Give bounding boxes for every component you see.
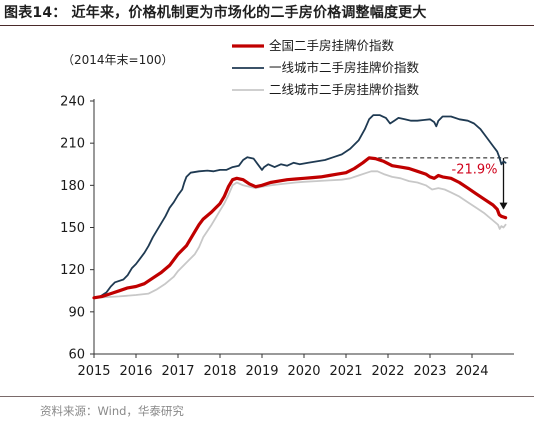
series-line-1: [93, 114, 507, 299]
legend-label-2: 二线城市二手房挂牌价指数: [269, 82, 420, 97]
unit-note: （2014年末=100）: [62, 53, 174, 67]
source-note: 资料来源：Wind，华泰研究: [40, 404, 184, 418]
figure-title: 图表14： 近年来，价格机制更为市场化的二手房价格调整幅度更大: [4, 5, 427, 21]
y-tick-label: 240: [60, 95, 85, 110]
x-tick-label: 2019: [245, 364, 278, 379]
footer-divider: [0, 396, 534, 397]
axes: 60 90 120 150 180 210 240 2015 2016 2017 2018 2019 2…: [60, 95, 514, 379]
line-chart: 60 90 120 150 180 210 240 2015 2016 2017 2018 2019 2…: [60, 38, 514, 379]
title-divider: [0, 25, 534, 26]
y-tick-label: 90: [68, 305, 85, 320]
x-tick-label: 2022: [371, 364, 404, 379]
x-tick-label: 2018: [203, 364, 236, 379]
series-lines: [92, 114, 508, 300]
drop-arrowhead: [499, 202, 508, 210]
x-tick-label: 2021: [329, 364, 362, 379]
y-tick-label: 180: [60, 179, 85, 194]
x-tick-label: 2020: [287, 364, 320, 379]
x-tick-label: 2015: [77, 364, 110, 379]
y-tick-label: 120: [60, 263, 85, 278]
y-tick-label: 210: [60, 137, 85, 152]
x-tick-label: 2017: [161, 364, 194, 379]
legend-label-0: 全国二手房挂牌价指数: [269, 38, 395, 53]
x-tick-label: 2024: [455, 364, 488, 379]
x-tick-label: 2023: [413, 364, 446, 379]
legend-label-1: 一线城市二手房挂牌价指数: [269, 60, 420, 75]
x-tick-label: 2016: [119, 364, 152, 379]
series-line-0: [92, 156, 508, 300]
drop-percentage-label: -21.9%: [452, 162, 498, 177]
annotation-layer: -21.9%: [371, 157, 510, 210]
series-line-2: [93, 170, 507, 299]
y-tick-label: 150: [60, 221, 85, 236]
y-tick-label: 60: [68, 348, 85, 363]
